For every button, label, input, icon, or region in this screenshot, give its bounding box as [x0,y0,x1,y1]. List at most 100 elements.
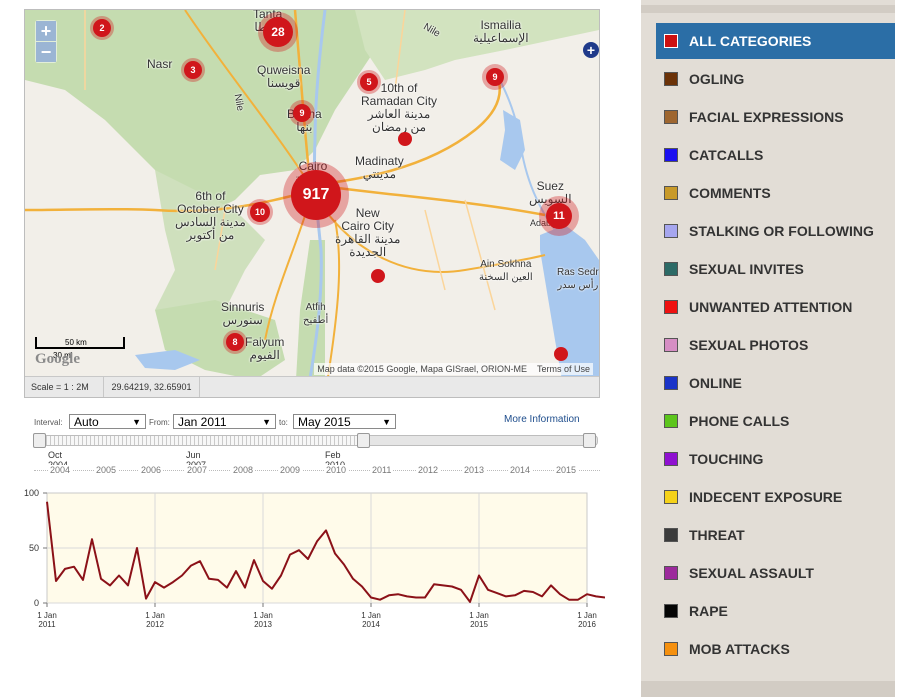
timeline-start-handle[interactable] [33,433,46,448]
category-item[interactable]: ONLINE [656,365,895,401]
map-layers-button[interactable]: + [583,42,599,58]
category-label: ALL CATEGORIES [689,33,812,49]
x-tick-label: 1 Jan [37,611,57,620]
incident-cluster[interactable]: 9 [482,64,508,90]
incident-marker[interactable] [371,269,385,283]
x-tick-label: 1 Jan [145,611,165,620]
highway-delta [184,10,311,186]
category-color-swatch [664,72,678,86]
timeline-slider-range [35,436,364,445]
x-tick-label: 1 Jan [361,611,381,620]
terms-link[interactable]: Terms of Use [536,364,590,374]
category-item[interactable]: OGLING [656,61,895,97]
timeline-slider[interactable] [34,435,598,446]
category-color-swatch [664,528,678,542]
bitter-lakes [500,110,525,170]
year-label: 2009 [278,465,303,475]
minor-roads [84,10,496,311]
category-color-swatch [664,110,678,124]
scale-mi-label: 30 mi [53,351,73,360]
to-label: to: [279,418,288,427]
to-date-select[interactable]: May 2015 ▼ [293,414,396,429]
category-label: COMMENTS [689,185,771,201]
category-label: SEXUAL ASSAULT [689,565,814,581]
category-item[interactable]: TOUCHING [656,441,895,477]
category-item[interactable]: PHONE CALLS [656,403,895,439]
incident-cluster-large[interactable]: 917 [283,162,349,228]
incident-cluster[interactable]: 28 [258,12,298,52]
map-scale-readout: Scale = 1 : 2M [25,377,104,397]
category-item[interactable]: MOB ATTACKS [656,631,895,667]
category-item[interactable]: SEXUAL INVITES [656,251,895,287]
interval-select[interactable]: Auto ▼ [69,414,146,429]
category-item[interactable]: SEXUAL ASSAULT [656,555,895,591]
category-item[interactable]: INDECENT EXPOSURE [656,479,895,515]
y-tick-label: 100 [24,488,39,498]
incident-map[interactable]: Tanta طنطا Nasr Quweisna قويسنا Ismailia… [24,9,600,398]
x-tick-label: 2016 [578,620,596,629]
category-color-swatch [664,642,678,656]
category-label: SEXUAL PHOTOS [689,337,809,353]
category-label: UNWANTED ATTENTION [689,299,853,315]
incident-cluster[interactable]: 3 [181,58,205,82]
zoom-out-button[interactable]: − [36,42,56,62]
timeline-max-handle[interactable] [583,433,596,448]
incident-cluster[interactable]: 10 [247,199,273,225]
from-date-select[interactable]: Jan 2011 ▼ [173,414,276,429]
chevron-down-icon: ▼ [262,417,271,427]
category-item[interactable]: STALKING OR FOLLOWING [656,213,895,249]
incident-marker[interactable] [398,132,412,146]
category-color-swatch [664,376,678,390]
category-item[interactable]: ALL CATEGORIES [656,23,895,59]
panel-top-border [641,5,895,13]
google-logo: Google [35,351,80,367]
incident-cluster[interactable]: 5 [357,70,381,94]
incident-cluster[interactable]: 11 [539,196,579,236]
category-label: THREAT [689,527,745,543]
category-item[interactable]: FACIAL EXPRESSIONS [656,99,895,135]
more-information-link[interactable]: More Information [504,414,580,425]
incident-cluster[interactable]: 2 [90,16,114,40]
category-color-swatch [664,262,678,276]
year-label: 2008 [231,465,256,475]
incident-cluster[interactable]: 8 [223,330,247,354]
map-status-bar: Scale = 1 : 2M 29.64219, 32.65901 [25,376,599,397]
x-tick-label: 2014 [362,620,380,629]
incident-count-line [46,501,605,603]
year-label: 2012 [416,465,441,475]
timeline-end-handle[interactable] [357,433,370,448]
scale-km-label: 50 km [65,338,87,347]
category-label: OGLING [689,71,745,87]
year-label: 2005 [94,465,119,475]
gulf-of-suez [540,225,599,397]
highway-west [25,188,316,213]
highway-suez [314,183,546,217]
category-color-swatch [664,414,678,428]
scale-bar [35,337,125,349]
zoom-in-button[interactable]: + [36,21,56,41]
category-item[interactable]: SEXUAL PHOTOS [656,327,895,363]
map-terrain [25,10,599,397]
chevron-down-icon: ▼ [382,417,391,427]
zoom-control: + − [35,20,57,63]
from-label: From: [149,418,170,427]
west-green-region [155,170,265,340]
category-color-swatch [664,186,678,200]
y-tick-label: 0 [34,598,39,608]
category-item[interactable]: COMMENTS [656,175,895,211]
x-tick-label: 2011 [38,620,56,629]
incident-marker[interactable] [554,347,568,361]
interval-label: Interval: [34,418,63,427]
lake-qarun [135,350,200,370]
category-color-swatch [664,490,678,504]
incident-cluster[interactable]: 9 [289,100,315,126]
category-item[interactable]: CATCALLS [656,137,895,173]
category-item[interactable]: UNWANTED ATTENTION [656,289,895,325]
category-item[interactable]: RAPE [656,593,895,629]
nile-valley-region [295,240,325,397]
year-label: 2011 [370,465,394,475]
category-color-swatch [664,566,678,580]
category-item[interactable]: THREAT [656,517,895,553]
x-tick-label: 2013 [254,620,272,629]
